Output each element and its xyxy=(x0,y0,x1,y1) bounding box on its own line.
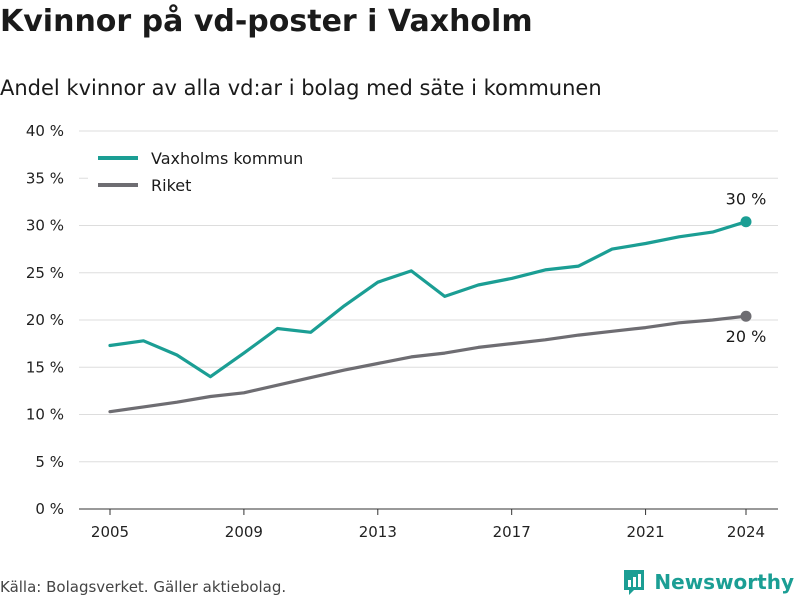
legend-background xyxy=(88,143,332,205)
y-tick-label: 5 % xyxy=(35,453,64,471)
x-tick-label: 2013 xyxy=(359,523,397,541)
source-note: Källa: Bolagsverket. Gäller aktiebolag. xyxy=(0,578,287,596)
end-labels: 20 % 30 % xyxy=(726,190,767,347)
end-value-label: 30 % xyxy=(726,190,767,209)
series-line-riket xyxy=(108,314,748,414)
chart-subtitle: Andel kvinnor av alla vd:ar i bolag med … xyxy=(0,76,602,100)
y-tick-label: 15 % xyxy=(26,358,64,376)
x-tick-label: 2009 xyxy=(225,523,263,541)
y-tick-label: 10 % xyxy=(26,406,64,424)
x-tick-label: 2024 xyxy=(727,523,765,541)
chart-title: Kvinnor på vd-poster i Vaxholm xyxy=(0,4,533,39)
legend: Vaxholms kommun Riket xyxy=(88,143,332,205)
brand-logo: Newsworthy xyxy=(622,568,794,596)
x-tick-label: 2021 xyxy=(626,523,664,541)
y-tick-label: 30 % xyxy=(26,217,64,235)
end-value-label: 20 % xyxy=(726,327,767,346)
x-axis: 2005 2009 2013 2017 2021 2024 xyxy=(79,508,778,541)
newsworthy-logo-icon xyxy=(624,570,645,595)
y-axis-ticks: 0 % 5 % 10 % 15 % 20 % 25 % 30 % 35 % 40 % xyxy=(26,122,64,518)
series-end-point xyxy=(740,310,752,322)
y-tick-label: 40 % xyxy=(26,122,64,140)
x-tick-label: 2017 xyxy=(493,523,531,541)
series-line-vaxholm xyxy=(108,220,748,379)
series-lines xyxy=(108,216,752,414)
y-tick-label: 35 % xyxy=(26,169,64,187)
x-tick-label: 2005 xyxy=(91,523,129,541)
y-tick-label: 25 % xyxy=(26,264,64,282)
series-end-point xyxy=(740,216,752,228)
legend-label: Vaxholms kommun xyxy=(151,149,303,168)
y-tick-label: 0 % xyxy=(35,500,64,518)
y-tick-label: 20 % xyxy=(26,311,64,329)
legend-label: Riket xyxy=(151,176,191,195)
brand-name: Newsworthy xyxy=(654,570,794,594)
